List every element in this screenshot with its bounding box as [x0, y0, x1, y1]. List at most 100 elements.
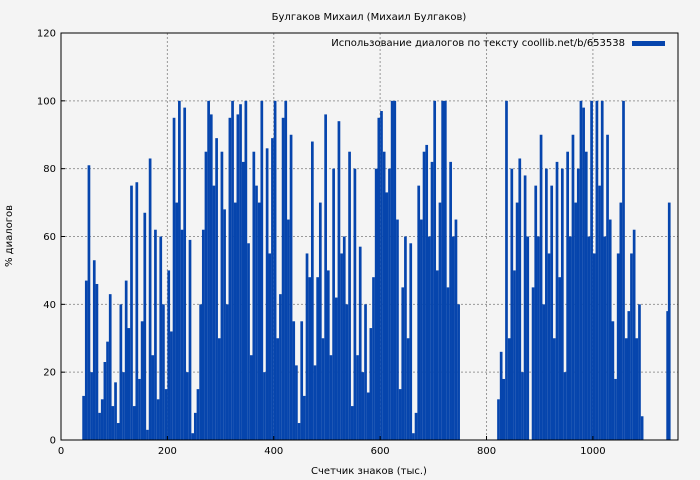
bar — [382, 151, 386, 441]
bar — [135, 182, 139, 440]
bar — [401, 287, 405, 440]
bar — [196, 389, 200, 440]
bar — [598, 185, 601, 440]
bar — [521, 372, 524, 440]
bar — [300, 321, 304, 440]
bar — [385, 192, 389, 440]
bar — [616, 253, 620, 440]
bar — [497, 399, 500, 440]
bar — [162, 304, 165, 440]
bar — [287, 219, 290, 440]
bar — [422, 151, 426, 441]
bar — [640, 416, 644, 440]
bar — [366, 392, 370, 440]
bar — [600, 100, 604, 440]
bar — [430, 161, 434, 440]
bar — [268, 253, 272, 440]
bar — [638, 304, 641, 440]
bars — [82, 100, 671, 441]
bar — [228, 117, 232, 441]
bar — [438, 202, 442, 440]
y-axis-label: % диалогов — [4, 205, 15, 267]
bar — [334, 297, 338, 440]
bar — [108, 294, 112, 440]
bar — [449, 161, 452, 440]
y-tick-label: 20 — [43, 368, 56, 379]
bar — [539, 134, 543, 440]
bar — [457, 304, 460, 440]
bar — [308, 277, 312, 440]
bar — [627, 311, 631, 440]
bar — [324, 114, 327, 441]
bar — [369, 328, 373, 440]
bar — [518, 158, 522, 440]
bar — [553, 338, 556, 440]
bar — [502, 378, 506, 440]
bar — [183, 107, 187, 440]
bar — [263, 372, 266, 440]
bar — [574, 202, 577, 440]
bar — [390, 100, 394, 440]
bar — [666, 311, 669, 440]
bar — [435, 270, 439, 440]
bar — [364, 304, 367, 440]
bar — [587, 236, 591, 440]
bar — [606, 134, 609, 440]
y-tick-label: 0 — [50, 436, 56, 447]
bar — [199, 304, 202, 440]
bar — [513, 270, 516, 440]
bar — [414, 412, 418, 440]
bar — [388, 168, 391, 440]
bar — [249, 355, 253, 440]
bar — [380, 111, 383, 440]
bar — [132, 406, 136, 440]
bar — [111, 406, 115, 440]
bar — [170, 331, 173, 440]
bar — [241, 161, 245, 440]
bar — [276, 338, 280, 440]
bar — [106, 341, 109, 440]
bar — [337, 121, 341, 440]
bar — [635, 338, 639, 440]
y-tick-label: 80 — [43, 164, 56, 175]
bar — [632, 229, 636, 440]
bar — [353, 168, 357, 440]
bar — [255, 185, 258, 440]
bar — [571, 134, 575, 440]
bar — [576, 168, 580, 440]
bar — [622, 100, 625, 440]
bar — [212, 185, 216, 440]
bar — [233, 202, 237, 440]
bar — [499, 351, 503, 440]
bar — [127, 328, 131, 440]
x-tick-label: 0 — [58, 446, 64, 457]
bar — [90, 372, 93, 440]
bar — [154, 229, 157, 440]
bar — [146, 429, 149, 440]
bar — [417, 185, 421, 440]
bar — [303, 395, 306, 440]
bar — [526, 236, 530, 440]
bar — [284, 100, 288, 440]
bar — [404, 236, 407, 440]
bar — [289, 134, 293, 440]
bar — [225, 304, 229, 440]
bar — [151, 355, 155, 440]
bar — [236, 114, 240, 441]
bar — [257, 202, 261, 440]
bar — [340, 253, 343, 440]
bar — [188, 239, 192, 440]
bar — [537, 236, 540, 440]
bar — [156, 399, 160, 440]
bar — [667, 202, 671, 440]
bar — [515, 202, 519, 440]
bar — [138, 378, 141, 440]
bar — [82, 395, 85, 440]
bar — [313, 365, 317, 440]
x-tick-label: 1000 — [580, 446, 605, 457]
x-tick-label: 800 — [477, 446, 496, 457]
y-tick-label: 60 — [43, 232, 56, 243]
x-axis-label: Счетчик знаков (тыс.) — [311, 466, 427, 477]
